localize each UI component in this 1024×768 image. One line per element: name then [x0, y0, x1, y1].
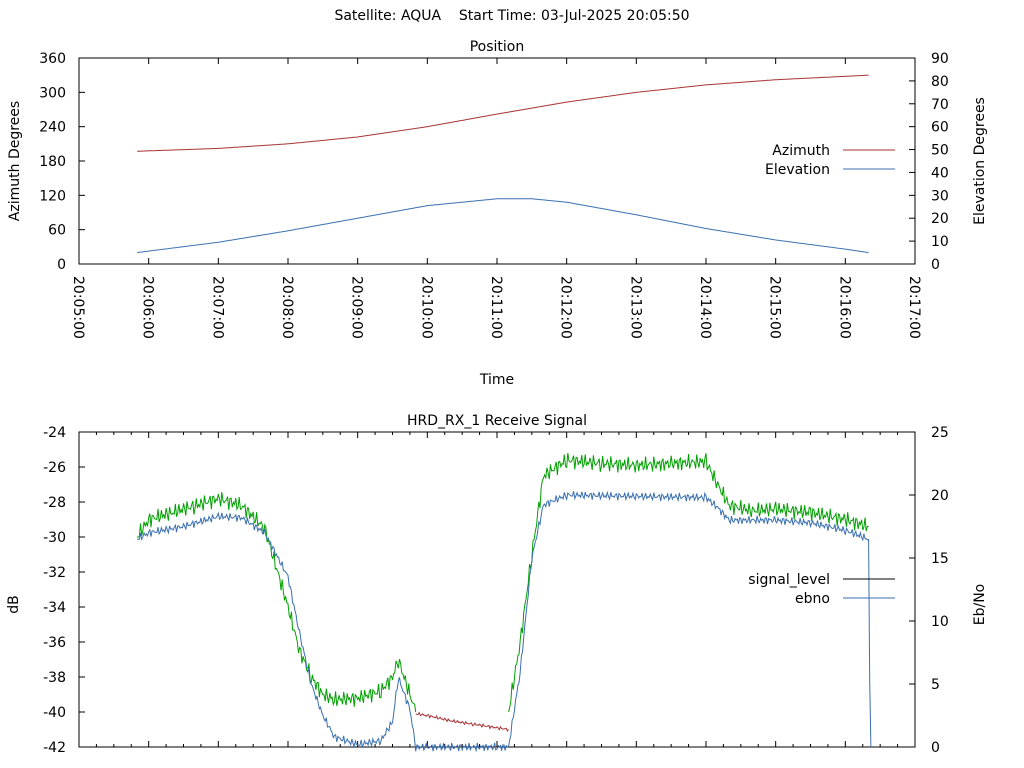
position-plot-axes: 20:05:00 20:06:00 20:07:00 20:08:00 20:09:00… [7, 51, 988, 388]
y2-tick-label: 0 [931, 257, 940, 273]
y-tick-label: -32 [43, 565, 66, 581]
y-tick-label: -40 [43, 705, 66, 721]
x-tick-label: 20:09:00 [349, 276, 365, 339]
y2-axis-label: Eb/No [972, 584, 988, 626]
y2-tick-label: 15 [931, 551, 949, 567]
x-tick-label: 20:06:00 [140, 276, 156, 339]
y2-tick-label: 0 [931, 740, 940, 756]
y-axis-label: Azimuth Degrees [7, 101, 23, 221]
signal-level-segment-0 [137, 492, 417, 713]
y2-tick-label: 50 [931, 143, 949, 159]
signal-level-segment-2 [508, 453, 869, 713]
x-tick-label: 20:13:00 [627, 276, 643, 339]
y2-tick-label: 10 [931, 234, 949, 250]
x-axis-label: Time [479, 372, 514, 388]
y-tick-label: 120 [39, 188, 66, 204]
x-tick-label: 20:14:00 [697, 276, 713, 339]
position-plot: Position 20:05:00 20:06:00 20:07:00 20:08:0… [7, 39, 988, 388]
x-tick-label: 20:17:00 [906, 276, 922, 339]
series-line-ebno [136, 490, 872, 753]
y2-axis-label: Elevation Degrees [972, 97, 988, 225]
y2-tick-label: 40 [931, 165, 949, 181]
x-tick-label: 20:08:00 [279, 276, 295, 339]
receive-signal-plot-axes: -24 -26 -28 -30 -32 -34 -36 -38 -40 -42 0 5 10 15 20 25… [6, 425, 988, 756]
y2-tick-label: 25 [931, 425, 949, 441]
x-tick-label: 20:15:00 [767, 276, 783, 339]
y-tick-label: 180 [39, 154, 66, 170]
x-tick-label: 20:16:00 [836, 276, 852, 339]
y-tick-label: -42 [43, 740, 66, 756]
page-title: Satellite: AQUA Start Time: 03-Jul-2025 … [334, 8, 690, 24]
x-tick-label: 20:11:00 [488, 276, 504, 339]
y-tick-label: 300 [39, 85, 66, 101]
y-tick-label: 240 [39, 120, 66, 136]
position-plot-series [137, 74, 869, 254]
y-tick-label: -26 [43, 460, 66, 476]
y2-tick-label: 60 [931, 120, 949, 136]
legend-ebno-label: ebno [795, 591, 830, 607]
position-plot-legend: Azimuth Elevation [765, 143, 895, 178]
y2-tick-label: 80 [931, 74, 949, 90]
legend-signal-level-label: signal_level [748, 572, 830, 588]
y-tick-label: 360 [39, 51, 66, 67]
y2-tick-label: 70 [931, 97, 949, 113]
y-tick-label: -34 [43, 600, 66, 616]
x-tick-label: 20:05:00 [70, 276, 86, 339]
y-tick-label: -38 [43, 670, 66, 686]
series-line-azimuth [137, 74, 869, 152]
y-tick-label: -28 [43, 495, 66, 511]
x-tick-label: 20:12:00 [558, 276, 574, 339]
receive-signal-plot-title: HRD_RX_1 Receive Signal [407, 413, 587, 429]
y2-tick-label: 20 [931, 211, 949, 227]
receive-signal-plot-frame [78, 431, 916, 748]
x-tick-label: 20:07:00 [209, 276, 225, 339]
position-plot-frame [78, 57, 916, 265]
receive-signal-plot: HRD_RX_1 Receive Signal -24-26-28-30-32-… [6, 413, 988, 756]
series-line-elevation [137, 198, 869, 254]
signal-level-segment-1 [415, 711, 509, 732]
y-tick-label: 60 [48, 223, 66, 239]
legend-elevation-label: Elevation [765, 162, 830, 178]
x-tick-label: 20:10:00 [418, 276, 434, 339]
y-tick-label: -36 [43, 635, 66, 651]
y-axis-label: dB [6, 595, 22, 614]
y2-tick-label: 10 [931, 614, 949, 630]
y2-tick-label: 30 [931, 188, 949, 204]
receive-signal-plot-series [136, 453, 872, 753]
legend-azimuth-label: Azimuth [772, 143, 830, 159]
y-tick-label: -24 [43, 425, 66, 441]
y2-tick-label: 5 [931, 677, 940, 693]
y2-tick-label: 90 [931, 51, 949, 67]
position-plot-title: Position [470, 39, 525, 55]
y-tick-label: -30 [43, 530, 66, 546]
y2-tick-label: 20 [931, 488, 949, 504]
y-tick-label: 0 [57, 257, 66, 273]
